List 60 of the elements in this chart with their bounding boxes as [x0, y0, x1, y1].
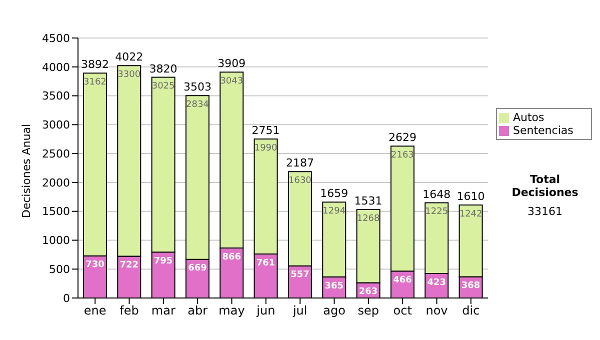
- x-tick-label: jul: [292, 304, 308, 318]
- x-tick-label: abr: [188, 304, 208, 318]
- y-tick-label: 2500: [42, 147, 70, 160]
- total-label: 4022: [115, 50, 144, 64]
- data-label: 2163: [391, 150, 414, 160]
- y-tick-label: 4500: [42, 32, 70, 45]
- data-label: 557: [290, 270, 310, 280]
- total-label: 1610: [456, 190, 485, 203]
- data-label: 3162: [84, 78, 106, 88]
- data-label: 730: [86, 260, 104, 270]
- total-label: 3503: [183, 80, 212, 94]
- data-label: 263: [358, 287, 378, 298]
- total-label: 1531: [354, 194, 382, 208]
- y-axis-title: Decisiones Anual: [20, 124, 33, 218]
- total-label: 2629: [388, 131, 416, 144]
- y-tick-label: 3500: [42, 90, 70, 103]
- y-tick-label: 500: [49, 263, 70, 276]
- x-tick-label: feb: [120, 304, 139, 318]
- data-label: 761: [256, 258, 276, 268]
- legend-label: Autos: [513, 111, 544, 124]
- data-label: 795: [154, 256, 173, 266]
- legend-label: Sentencias: [513, 124, 574, 137]
- data-label: 3025: [152, 82, 175, 92]
- total-label: 3892: [80, 58, 109, 72]
- x-tick-label: nov: [426, 304, 448, 318]
- total-label: 3820: [149, 62, 178, 76]
- y-tick-label: 0: [63, 292, 70, 305]
- total-label: 1648: [422, 188, 451, 201]
- data-label: 3300: [118, 70, 141, 80]
- data-label: 1225: [425, 207, 448, 218]
- y-tick-label: 2000: [42, 176, 70, 190]
- y-tick-label: 4000: [42, 60, 70, 74]
- data-label: 669: [188, 264, 207, 274]
- x-tick-label: sep: [358, 304, 380, 318]
- data-label: 3043: [220, 76, 244, 87]
- x-tick-label: jun: [256, 304, 276, 318]
- total-label: 2751: [252, 124, 280, 138]
- total-label: 3909: [218, 57, 246, 70]
- y-tick-label: 1000: [42, 234, 70, 248]
- total-label: 2187: [286, 156, 314, 170]
- y-tick-label: 1500: [42, 205, 70, 218]
- data-label: 2834: [186, 100, 210, 110]
- y-tick-label: 3000: [42, 118, 70, 132]
- data-label: 1630: [288, 176, 312, 186]
- x-tick-label: may: [218, 304, 245, 318]
- data-label: 866: [222, 252, 242, 262]
- x-tick-label: mar: [151, 304, 176, 318]
- data-label: 466: [393, 275, 412, 286]
- data-label: 1242: [459, 209, 482, 220]
- text: Total Decisiones: [510, 173, 580, 199]
- data-label: 423: [427, 278, 446, 288]
- x-tick-label: ene: [84, 304, 106, 318]
- x-tick-label: oct: [393, 304, 412, 318]
- x-tick-label: dic: [462, 304, 480, 318]
- total-label: 1659: [320, 187, 348, 200]
- data-label: 365: [324, 281, 344, 292]
- data-label: 368: [461, 281, 480, 292]
- text: 33161: [526, 205, 564, 218]
- data-label: 722: [120, 260, 139, 271]
- x-tick-label: ago: [323, 304, 346, 318]
